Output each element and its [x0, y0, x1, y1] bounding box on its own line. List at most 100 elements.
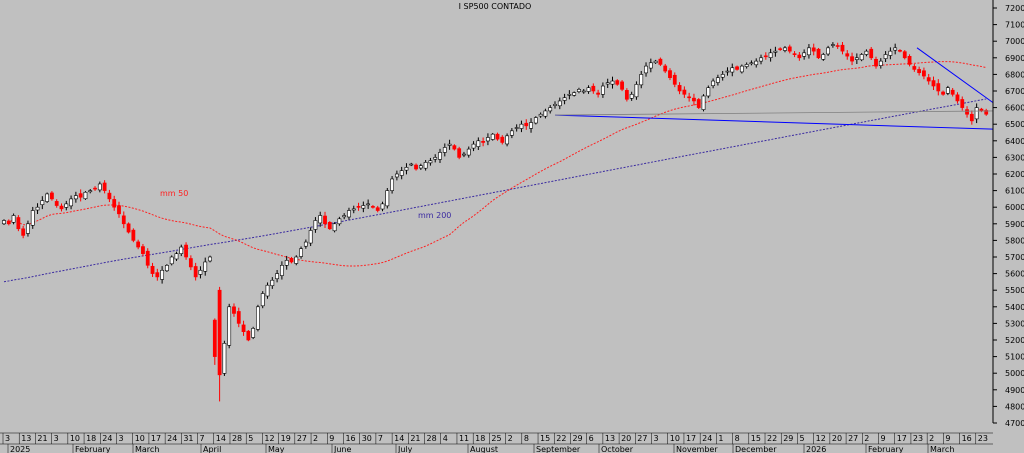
x-tick-label: 2 [508, 434, 513, 443]
horizontal-line [554, 110, 994, 116]
y-tick-label: 5000 [1005, 369, 1024, 378]
candle-body [668, 70, 672, 79]
y-axis: 4700 4800 4900 5000 5100 5200 5300 5400 5500 5600… [992, 0, 1024, 428]
candle-body [11, 215, 16, 223]
candle-body [514, 127, 519, 129]
x-tick-label: 27 [848, 434, 858, 443]
month-label: March [930, 445, 954, 453]
candle-body [117, 205, 121, 215]
candle-body [912, 66, 917, 70]
candle-body [78, 193, 83, 198]
candle-body [529, 122, 533, 129]
candle-body [557, 100, 562, 107]
candle-body [466, 148, 471, 156]
x-tick-label: 5 [248, 434, 253, 443]
candle-body [696, 99, 701, 108]
candle-body [284, 260, 289, 266]
x-tick-label: 2 [929, 434, 934, 443]
candle-body [433, 157, 438, 160]
candle-body [361, 205, 366, 209]
x-tick-label: 27 [297, 434, 307, 443]
x-tick-label: 16 [962, 434, 972, 443]
x-tick-label: 18 [475, 434, 485, 443]
x-tick-label: 28 [427, 434, 437, 443]
x-tick-label: 3 [654, 434, 659, 443]
y-tick-label: 6200 [1005, 170, 1024, 179]
candle-body [984, 110, 989, 115]
x-tick-label: 16 [345, 434, 355, 443]
candle-body [112, 199, 117, 208]
candle-body [960, 99, 965, 108]
candle-body [773, 50, 778, 53]
y-tick-label: 4700 [1005, 419, 1024, 428]
y-tick-label: 6500 [1005, 120, 1024, 129]
candle-body [634, 84, 639, 98]
candle-body [294, 256, 299, 264]
x-tick-label: 3 [118, 434, 123, 443]
support-line [554, 114, 994, 130]
candle-body [50, 192, 54, 200]
candle-body [303, 241, 308, 247]
candle-body [749, 62, 754, 65]
candle-body [624, 90, 629, 100]
x-tick-label: 7 [200, 434, 205, 443]
candle-body [644, 65, 648, 74]
x-tick-label: 29 [572, 434, 582, 443]
y-tick-label: 7100 [1005, 21, 1024, 30]
candle-body [605, 82, 610, 85]
candle-body [45, 193, 50, 202]
candle-body [591, 85, 596, 92]
candle-body [672, 74, 677, 85]
candle-body [783, 47, 787, 51]
candle-body [601, 85, 605, 95]
x-tick-label: 24 [102, 434, 112, 443]
x-tick-label: 23 [978, 434, 988, 443]
resistance-line [916, 47, 994, 104]
candle-body [495, 133, 500, 140]
candle-body [658, 58, 663, 65]
x-tick-label: 21 [410, 434, 420, 443]
candle-body [236, 311, 241, 324]
candle-body [500, 136, 505, 143]
candle-body [787, 46, 792, 52]
candle-body [64, 203, 69, 208]
candle-body [351, 208, 356, 211]
candle-body [950, 89, 955, 95]
candle-body [26, 223, 30, 234]
x-tick-label: 18 [86, 434, 96, 443]
candle-body [107, 192, 112, 200]
candle-body [88, 190, 93, 193]
candle-body [289, 258, 294, 263]
candle-body [265, 284, 270, 297]
y-tick-label: 6000 [1005, 203, 1024, 212]
candle-body [581, 90, 586, 93]
candle-body [193, 266, 198, 278]
candle-body [457, 148, 462, 158]
candle-body [418, 165, 423, 169]
candle-body [538, 113, 543, 117]
candle-body [711, 80, 716, 86]
month-label: July [397, 445, 413, 453]
candle-body [926, 77, 931, 82]
candle-body [739, 65, 744, 73]
candle-body [371, 206, 375, 208]
candle-body [327, 222, 332, 230]
x-tick-label: 17 [897, 434, 907, 443]
candle-body [366, 203, 371, 206]
month-label: August [470, 445, 498, 453]
candle-body [471, 143, 476, 149]
candle-body [246, 330, 251, 341]
x-tick-label: 6 [589, 434, 594, 443]
candle-body [356, 206, 361, 208]
candle-body [706, 87, 711, 97]
candle-body [69, 198, 73, 207]
candle-body [816, 48, 821, 59]
candle-body [275, 273, 280, 280]
candle-body [725, 70, 730, 73]
candle-body [840, 44, 845, 52]
candle-body [677, 85, 682, 92]
candle-body [490, 133, 495, 140]
y-tick-label: 6600 [1005, 104, 1024, 113]
x-tick-label: 8 [524, 434, 529, 443]
